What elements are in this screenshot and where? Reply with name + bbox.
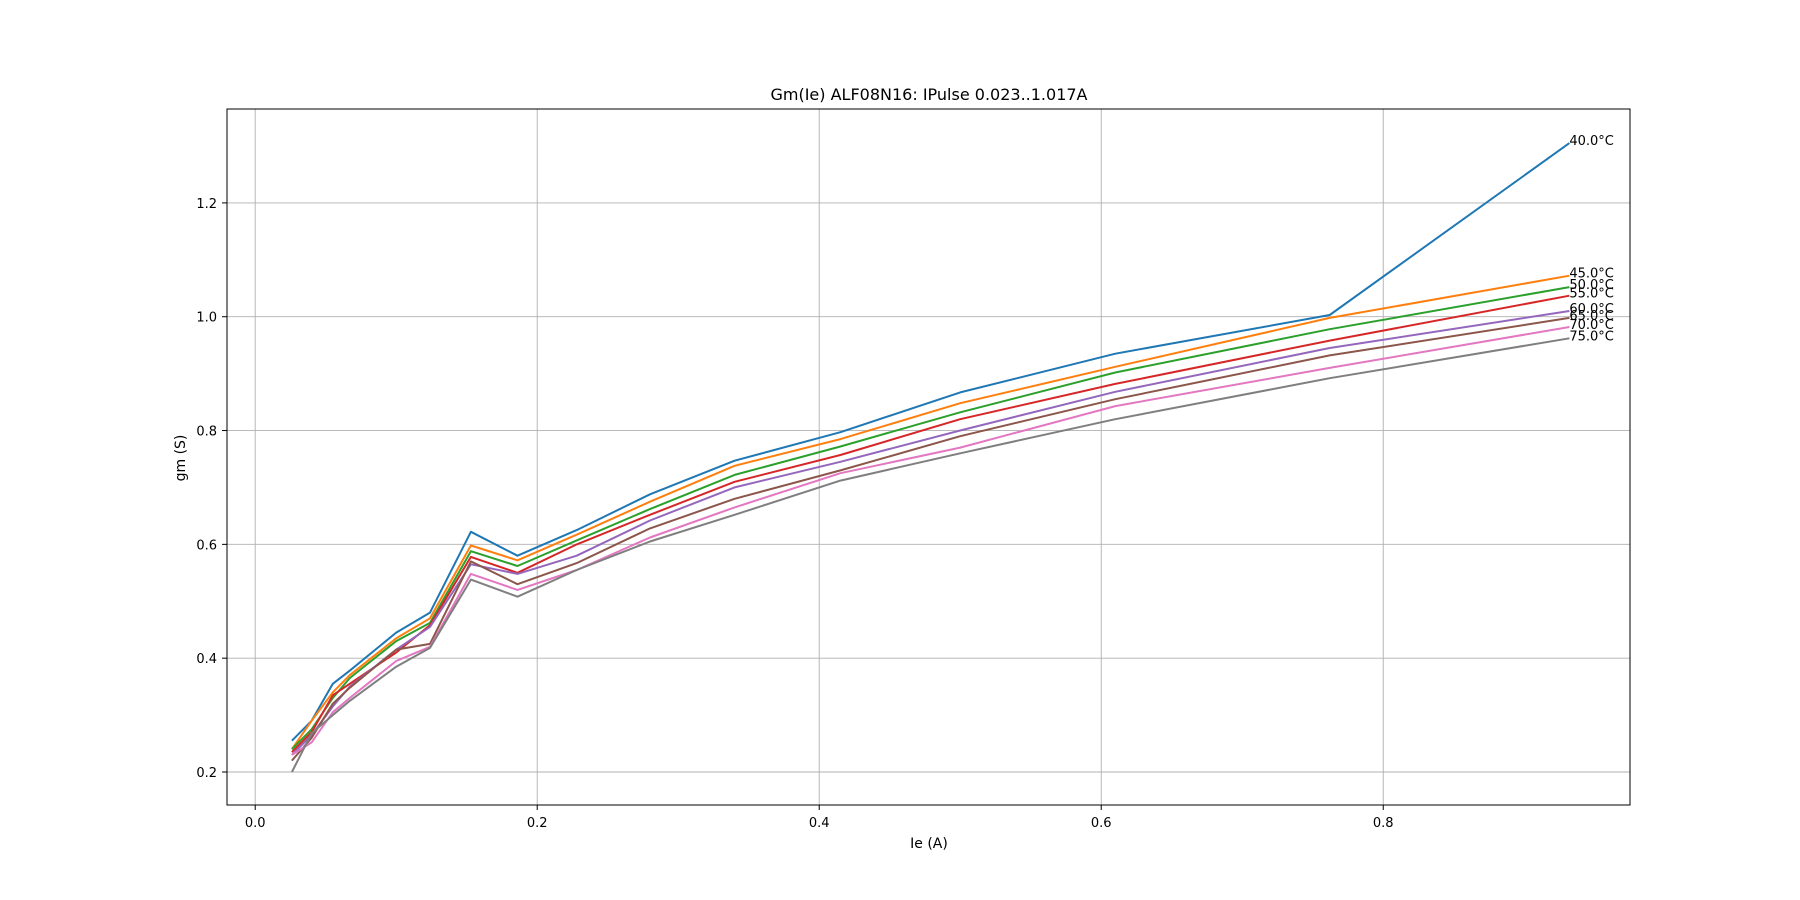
series-label-5: 65.0°C (1569, 309, 1614, 324)
x-tick-label: 0.4 (809, 816, 830, 831)
y-tick-label: 1.0 (196, 311, 217, 326)
x-tick-label: 0.2 (527, 816, 548, 831)
chart-title: Gm(Ie) ALF08N16: IPulse 0.023..1.017A (770, 85, 1087, 104)
grid-lines (227, 109, 1630, 805)
x-axis-label: Ie (A) (910, 836, 948, 852)
y-tick-label: 0.4 (196, 652, 217, 667)
x-tick-label: 0.6 (1091, 816, 1112, 831)
series-line-1 (291, 274, 1570, 750)
series-label-4: 60.0°C (1569, 302, 1614, 317)
series-line-2 (291, 286, 1570, 750)
plot-frame (226, 108, 1631, 806)
x-tick-label: 0.8 (1373, 816, 1394, 831)
y-tick-label: 0.8 (196, 425, 217, 440)
x-tick-label: 0.0 (245, 816, 266, 831)
series-label-2: 50.0°C (1569, 278, 1614, 293)
series-label-1: 45.0°C (1569, 267, 1614, 282)
y-tick-label: 0.2 (196, 766, 217, 781)
series-label-0: 40.0°C (1569, 134, 1614, 149)
series-end-labels: 40.0°C 45.0°C50.0°C55.0°C60.0°C65.0°C70.0… (1569, 134, 1614, 344)
series-line-3 (291, 294, 1570, 753)
y-axis-ticks: 0.2 0.4 0.6 0.8 1.0 1.2 (196, 197, 227, 781)
series-line-6 (291, 326, 1570, 756)
series-line-5 (291, 316, 1570, 762)
series-label-6: 70.0°C (1569, 318, 1614, 333)
series-group (291, 142, 1570, 773)
y-tick-label: 1.2 (196, 197, 217, 212)
series-line-7 (291, 337, 1570, 773)
series-line-0 (291, 142, 1570, 742)
series-label-7: 75.0°C (1569, 329, 1614, 344)
y-tick-label: 0.6 (196, 538, 217, 553)
x-axis-ticks: 0.0 0.2 0.4 0.6 0.8 (245, 805, 1394, 831)
series-label-3: 55.0°C (1569, 287, 1614, 302)
y-axis-label: gm (S) (173, 435, 189, 482)
series-line-4 (291, 310, 1570, 756)
